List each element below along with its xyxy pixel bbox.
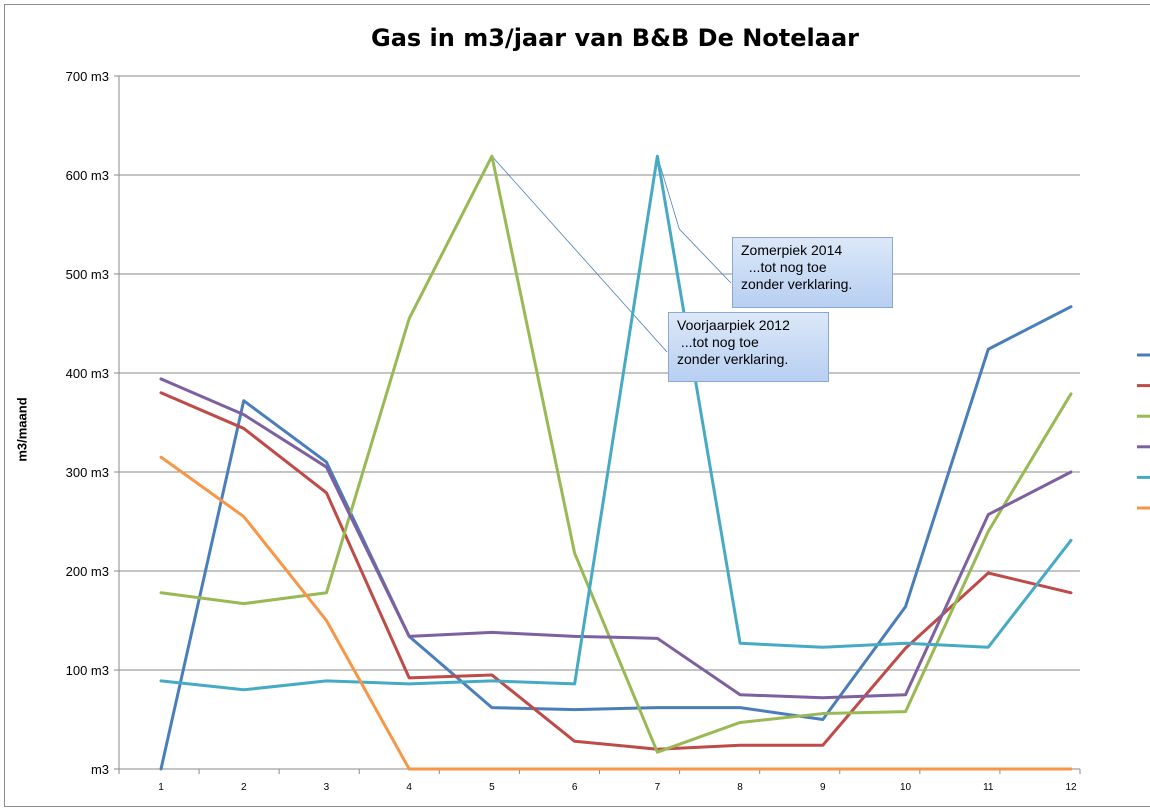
series-line-4 — [159, 377, 1073, 700]
y-tick-label: 700 m3 — [66, 69, 109, 84]
x-tick-label: 9 — [820, 782, 826, 793]
annotation-summer-peak: Zomerpiek 2014 ...tot nog toe zonder ver… — [732, 237, 893, 308]
series-line-2 — [159, 391, 1073, 751]
x-tick-label: 3 — [324, 782, 330, 793]
series-line-5 — [159, 154, 1073, 692]
y-tick-label: m3 — [91, 762, 109, 777]
annotation-spring-peak: Voorjaarpiek 2012 ...tot nog toe zonder … — [668, 312, 829, 382]
x-tick-label: 4 — [406, 782, 412, 793]
x-tick-label: 8 — [737, 782, 743, 793]
y-tick-label: 100 m3 — [66, 663, 109, 678]
y-tick-label: 400 m3 — [66, 366, 109, 381]
series-line-3 — [159, 154, 1073, 754]
x-tick-label: 1 — [158, 782, 164, 793]
x-tick-label: 5 — [489, 782, 495, 793]
y-tick-label: 200 m3 — [66, 564, 109, 579]
x-tick-label: 6 — [572, 782, 578, 793]
x-tick-label: 12 — [1065, 782, 1077, 793]
y-tick-label: 500 m3 — [66, 267, 109, 282]
x-tick-label: 11 — [983, 782, 994, 793]
y-tick-label: 300 m3 — [66, 465, 109, 480]
x-tick-label: 2 — [241, 782, 247, 793]
x-tick-label: 7 — [655, 782, 661, 793]
y-tick-label: 600 m3 — [66, 168, 109, 183]
series-line-6 — [159, 455, 1073, 771]
series-line-1 — [159, 305, 1073, 771]
annotation-leader-line — [656, 156, 732, 284]
annotation-leader-line — [491, 155, 668, 353]
chart-title: Gas in m3/jaar van B&B De Notelaar — [371, 24, 859, 52]
x-tick-label: 10 — [900, 782, 912, 793]
